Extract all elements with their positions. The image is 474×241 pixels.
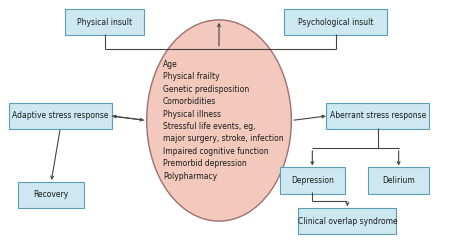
FancyBboxPatch shape: [18, 182, 84, 208]
Text: Physical frailty: Physical frailty: [163, 72, 219, 81]
FancyBboxPatch shape: [65, 9, 145, 35]
FancyBboxPatch shape: [368, 167, 429, 194]
Ellipse shape: [146, 20, 292, 221]
Text: Physical illness: Physical illness: [163, 109, 221, 119]
Text: Impaired cognitive function: Impaired cognitive function: [163, 147, 269, 156]
FancyBboxPatch shape: [298, 208, 396, 234]
FancyBboxPatch shape: [284, 9, 387, 35]
Text: Polypharmacy: Polypharmacy: [163, 172, 217, 181]
FancyBboxPatch shape: [326, 102, 429, 129]
Text: Clinical overlap syndrome: Clinical overlap syndrome: [298, 217, 397, 226]
Text: Depression: Depression: [291, 176, 334, 185]
Text: Premorbid depression: Premorbid depression: [163, 159, 247, 168]
Text: Adaptive stress response: Adaptive stress response: [12, 111, 109, 120]
Text: major surgery, stroke, infection: major surgery, stroke, infection: [163, 134, 283, 143]
Text: Stressful life events, eg,: Stressful life events, eg,: [163, 122, 255, 131]
FancyBboxPatch shape: [280, 167, 345, 194]
Text: Genetic predisposition: Genetic predisposition: [163, 85, 249, 94]
Text: Delirium: Delirium: [382, 176, 415, 185]
Text: Physical insult: Physical insult: [77, 18, 132, 27]
FancyBboxPatch shape: [9, 102, 112, 129]
Text: Aberrant stress response: Aberrant stress response: [329, 111, 426, 120]
Text: Psychological insult: Psychological insult: [298, 18, 374, 27]
Text: Age: Age: [163, 60, 178, 69]
Text: Recovery: Recovery: [33, 190, 69, 199]
Text: Comorbidities: Comorbidities: [163, 97, 217, 106]
